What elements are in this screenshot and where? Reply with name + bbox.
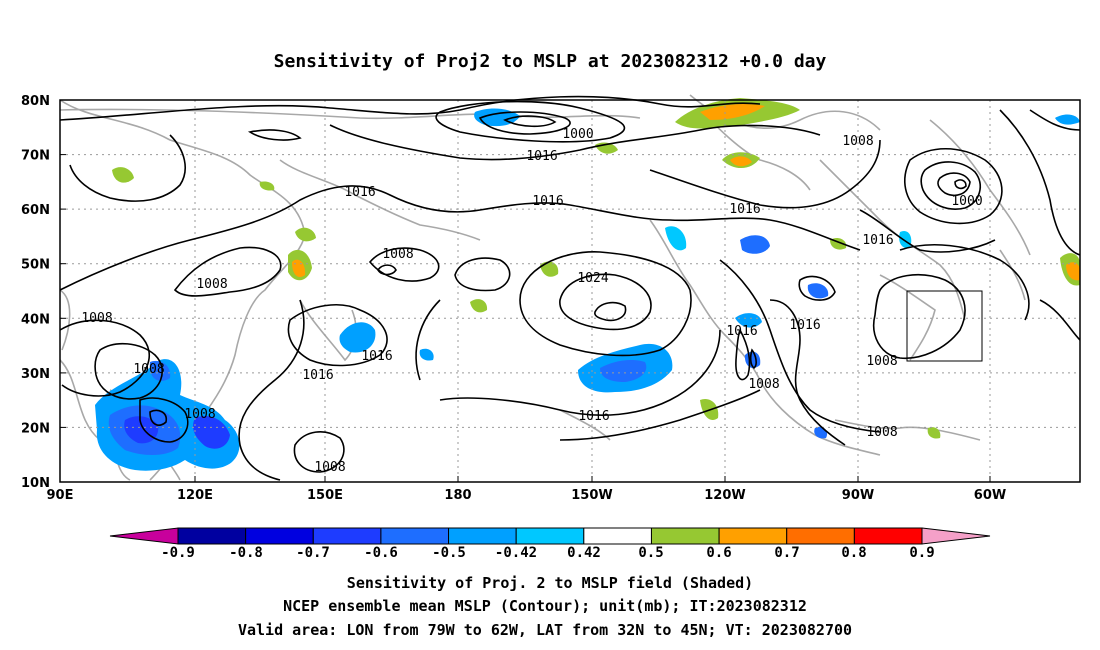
lon-label: 120W bbox=[704, 488, 745, 503]
tick-marks bbox=[60, 99, 991, 483]
caption-line-1: Sensitivity of Proj. 2 to MSLP field (Sh… bbox=[347, 574, 753, 592]
colorbar-tick: 0.42 bbox=[567, 545, 601, 561]
colorbar: -0.9 -0.8 -0.7 -0.6 -0.5 -0.42 0.42 0.5 … bbox=[109, 527, 991, 561]
colorbar-tick: -0.8 bbox=[229, 545, 263, 561]
contour-label: 1024 bbox=[577, 271, 608, 286]
colorbar-tick: 0.8 bbox=[841, 545, 866, 561]
contour-label: 1008 bbox=[133, 362, 164, 377]
colorbar-box bbox=[312, 527, 382, 545]
lon-label: 90W bbox=[842, 488, 874, 503]
colorbar-tick: 0.7 bbox=[774, 545, 799, 561]
colorbar-high-arrow bbox=[921, 527, 991, 545]
colorbar-tick: -0.42 bbox=[495, 545, 537, 561]
contour-label: 1016 bbox=[578, 409, 609, 424]
contour-label: 1008 bbox=[866, 354, 897, 369]
contour-label: 1016 bbox=[789, 318, 820, 333]
colorbar-tick: 0.6 bbox=[706, 545, 731, 561]
contour-label: 1016 bbox=[726, 324, 757, 339]
colorbar-tick: -0.5 bbox=[432, 545, 466, 561]
contour-label: 1008 bbox=[842, 134, 873, 149]
lat-label: 70N bbox=[21, 149, 50, 164]
caption-line-2: NCEP ensemble mean MSLP (Contour); unit(… bbox=[283, 597, 807, 615]
contour-label: 1016 bbox=[729, 202, 760, 217]
colorbar-box bbox=[583, 527, 652, 545]
lon-label: 180 bbox=[444, 488, 471, 503]
lon-label: 120E bbox=[177, 488, 213, 503]
lon-label: 150W bbox=[571, 488, 612, 503]
colorbar-tick: -0.9 bbox=[161, 545, 195, 561]
contour-labels: 1000 1016 1008 1016 1016 1016 1000 1016 … bbox=[81, 127, 982, 475]
colorbar-box bbox=[650, 527, 720, 545]
contour-label: 1000 bbox=[562, 127, 593, 142]
contour-label: 1016 bbox=[862, 233, 893, 248]
figure-title: Sensitivity of Proj2 to MSLP at 20230823… bbox=[274, 51, 827, 72]
colorbar-box bbox=[245, 527, 314, 545]
colorbar-boxes bbox=[177, 527, 923, 545]
lon-labels: 90E 120E 150E 180 150W 120W 90W 60W bbox=[47, 488, 1007, 503]
contour-label: 1008 bbox=[382, 247, 413, 262]
colorbar-tick: -0.6 bbox=[364, 545, 398, 561]
lat-lon-grid bbox=[60, 100, 1080, 482]
lat-labels: 80N 70N 60N 50N 40N 30N 20N 10N bbox=[21, 94, 50, 491]
caption-line-3: Valid area: LON from 79W to 62W, LAT fro… bbox=[238, 621, 852, 639]
contour-label: 1016 bbox=[361, 349, 392, 364]
lat-label: 50N bbox=[21, 258, 50, 273]
contour-label: 1016 bbox=[526, 149, 557, 164]
colorbar-box bbox=[853, 527, 923, 545]
map-panel: 1000 1016 1008 1016 1016 1016 1000 1016 … bbox=[21, 94, 1081, 503]
colorbar-box bbox=[177, 527, 247, 545]
lon-label: 150E bbox=[307, 488, 343, 503]
lat-label: 40N bbox=[21, 312, 50, 327]
lat-label: 20N bbox=[21, 421, 50, 436]
contour-label: 1008 bbox=[184, 407, 215, 422]
contour-label: 1008 bbox=[81, 311, 112, 326]
contour-label: 1008 bbox=[314, 460, 345, 475]
colorbar-box bbox=[515, 527, 585, 545]
colorbar-labels: -0.9 -0.8 -0.7 -0.6 -0.5 -0.42 0.42 0.5 … bbox=[161, 545, 935, 561]
contour-label: 1016 bbox=[302, 368, 333, 383]
lon-label: 60W bbox=[974, 488, 1006, 503]
colorbar-box bbox=[380, 527, 450, 545]
lat-label: 10N bbox=[21, 476, 50, 491]
contour-label: 1016 bbox=[532, 194, 563, 209]
colorbar-tick: -0.7 bbox=[296, 545, 330, 561]
contour-label: 1008 bbox=[866, 425, 897, 440]
colorbar-tick: 0.9 bbox=[909, 545, 934, 561]
caption: Sensitivity of Proj. 2 to MSLP field (Sh… bbox=[238, 574, 852, 639]
colorbar-low-arrow bbox=[109, 527, 179, 545]
colorbar-box bbox=[718, 527, 788, 545]
valid-area-box bbox=[906, 290, 983, 362]
lat-label: 60N bbox=[21, 203, 50, 218]
lat-label: 30N bbox=[21, 367, 50, 382]
contour-label: 1008 bbox=[748, 377, 779, 392]
colorbar-box bbox=[786, 527, 855, 545]
colorbar-box bbox=[448, 527, 517, 545]
contour-label: 1000 bbox=[951, 194, 982, 209]
lon-label: 90E bbox=[47, 488, 74, 503]
lat-label: 80N bbox=[21, 94, 50, 109]
contour-label: 1008 bbox=[196, 277, 227, 292]
sensitivity-shading bbox=[95, 98, 1080, 471]
contour-label: 1016 bbox=[344, 185, 375, 200]
colorbar-tick: 0.5 bbox=[638, 545, 663, 561]
map-frame bbox=[59, 99, 1081, 483]
mslp-contours bbox=[59, 95, 1081, 481]
